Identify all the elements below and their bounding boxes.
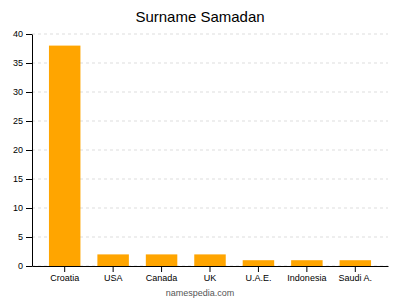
chart-svg: Surname Samadan 0 5 10 15 20 25 30 35 40 Croatia US… [0, 0, 400, 300]
grid-line [32, 150, 388, 151]
x-tick: USA [104, 266, 123, 283]
x-tick-label: Canada [146, 273, 178, 283]
grid-line [32, 92, 388, 93]
y-tick-mark [26, 208, 32, 209]
y-tick-mark [26, 121, 32, 122]
grid-line [32, 63, 388, 64]
x-tick-mark [306, 266, 307, 272]
plot-area: 0 5 10 15 20 25 30 35 40 Croatia USA Canada UK U.A.E.… [13, 29, 389, 283]
y-tick: 40 [13, 29, 32, 39]
x-tick-mark [258, 266, 259, 272]
y-tick-label: 15 [13, 174, 23, 184]
x-axis: Croatia USA Canada UK U.A.E. Indonesia Saudi A… [33, 266, 389, 283]
x-tick: U.A.E. [245, 266, 271, 283]
chart-container: Surname Samadan 0 5 10 15 20 25 30 35 40 Croatia US… [0, 0, 400, 300]
grid-line [32, 237, 388, 238]
y-tick: 20 [13, 145, 32, 155]
y-axis: 0 5 10 15 20 25 30 35 40 [13, 29, 33, 271]
bar [340, 260, 371, 266]
y-tick: 35 [13, 58, 32, 68]
y-tick: 5 [18, 232, 32, 242]
y-tick-label: 25 [13, 116, 23, 126]
x-tick: Canada [146, 266, 178, 283]
x-tick-label: Saudi A. [339, 273, 373, 283]
grid [32, 34, 388, 266]
x-tick-label: USA [104, 273, 123, 283]
x-tick: Croatia [50, 266, 79, 283]
x-tick-label: U.A.E. [245, 273, 271, 283]
y-tick-mark [26, 150, 32, 151]
bar [243, 260, 274, 266]
y-tick-mark [26, 237, 32, 238]
y-tick-label: 40 [13, 29, 23, 39]
grid-line [32, 208, 388, 209]
bar [194, 254, 225, 266]
bar [97, 254, 128, 266]
x-tick-mark [355, 266, 356, 272]
y-tick-mark [26, 34, 32, 35]
x-tick-mark [113, 266, 114, 272]
y-tick: 30 [13, 87, 32, 97]
x-tick: UK [204, 266, 217, 283]
bar [49, 46, 80, 266]
y-axis-line [32, 35, 33, 267]
x-tick-mark [210, 266, 211, 272]
x-tick-label: Indonesia [287, 273, 326, 283]
x-tick-label: Croatia [50, 273, 79, 283]
grid-line [32, 121, 388, 122]
bars [49, 46, 371, 266]
y-tick-mark [26, 63, 32, 64]
y-tick: 0 [18, 261, 32, 271]
title: Surname Samadan [135, 8, 264, 25]
y-tick-label: 30 [13, 87, 23, 97]
y-tick-label: 5 [18, 232, 23, 242]
x-tick-label: UK [204, 273, 217, 283]
y-tick-label: 35 [13, 58, 23, 68]
y-tick: 25 [13, 116, 32, 126]
y-tick-label: 10 [13, 203, 23, 213]
x-tick: Indonesia [287, 266, 326, 283]
y-tick-mark [26, 92, 32, 93]
bar [291, 260, 322, 266]
bar [146, 254, 177, 266]
y-tick-mark [26, 179, 32, 180]
y-tick-label: 0 [18, 261, 23, 271]
grid-line [32, 179, 388, 180]
x-tick-mark [161, 266, 162, 272]
y-tick-mark [26, 266, 32, 267]
x-tick: Saudi A. [339, 266, 373, 283]
x-tick-mark [64, 266, 65, 272]
y-tick: 15 [13, 174, 32, 184]
y-tick-label: 20 [13, 145, 23, 155]
footer: namespedia.com [166, 288, 235, 298]
grid-line [32, 34, 388, 35]
y-tick: 10 [13, 203, 32, 213]
